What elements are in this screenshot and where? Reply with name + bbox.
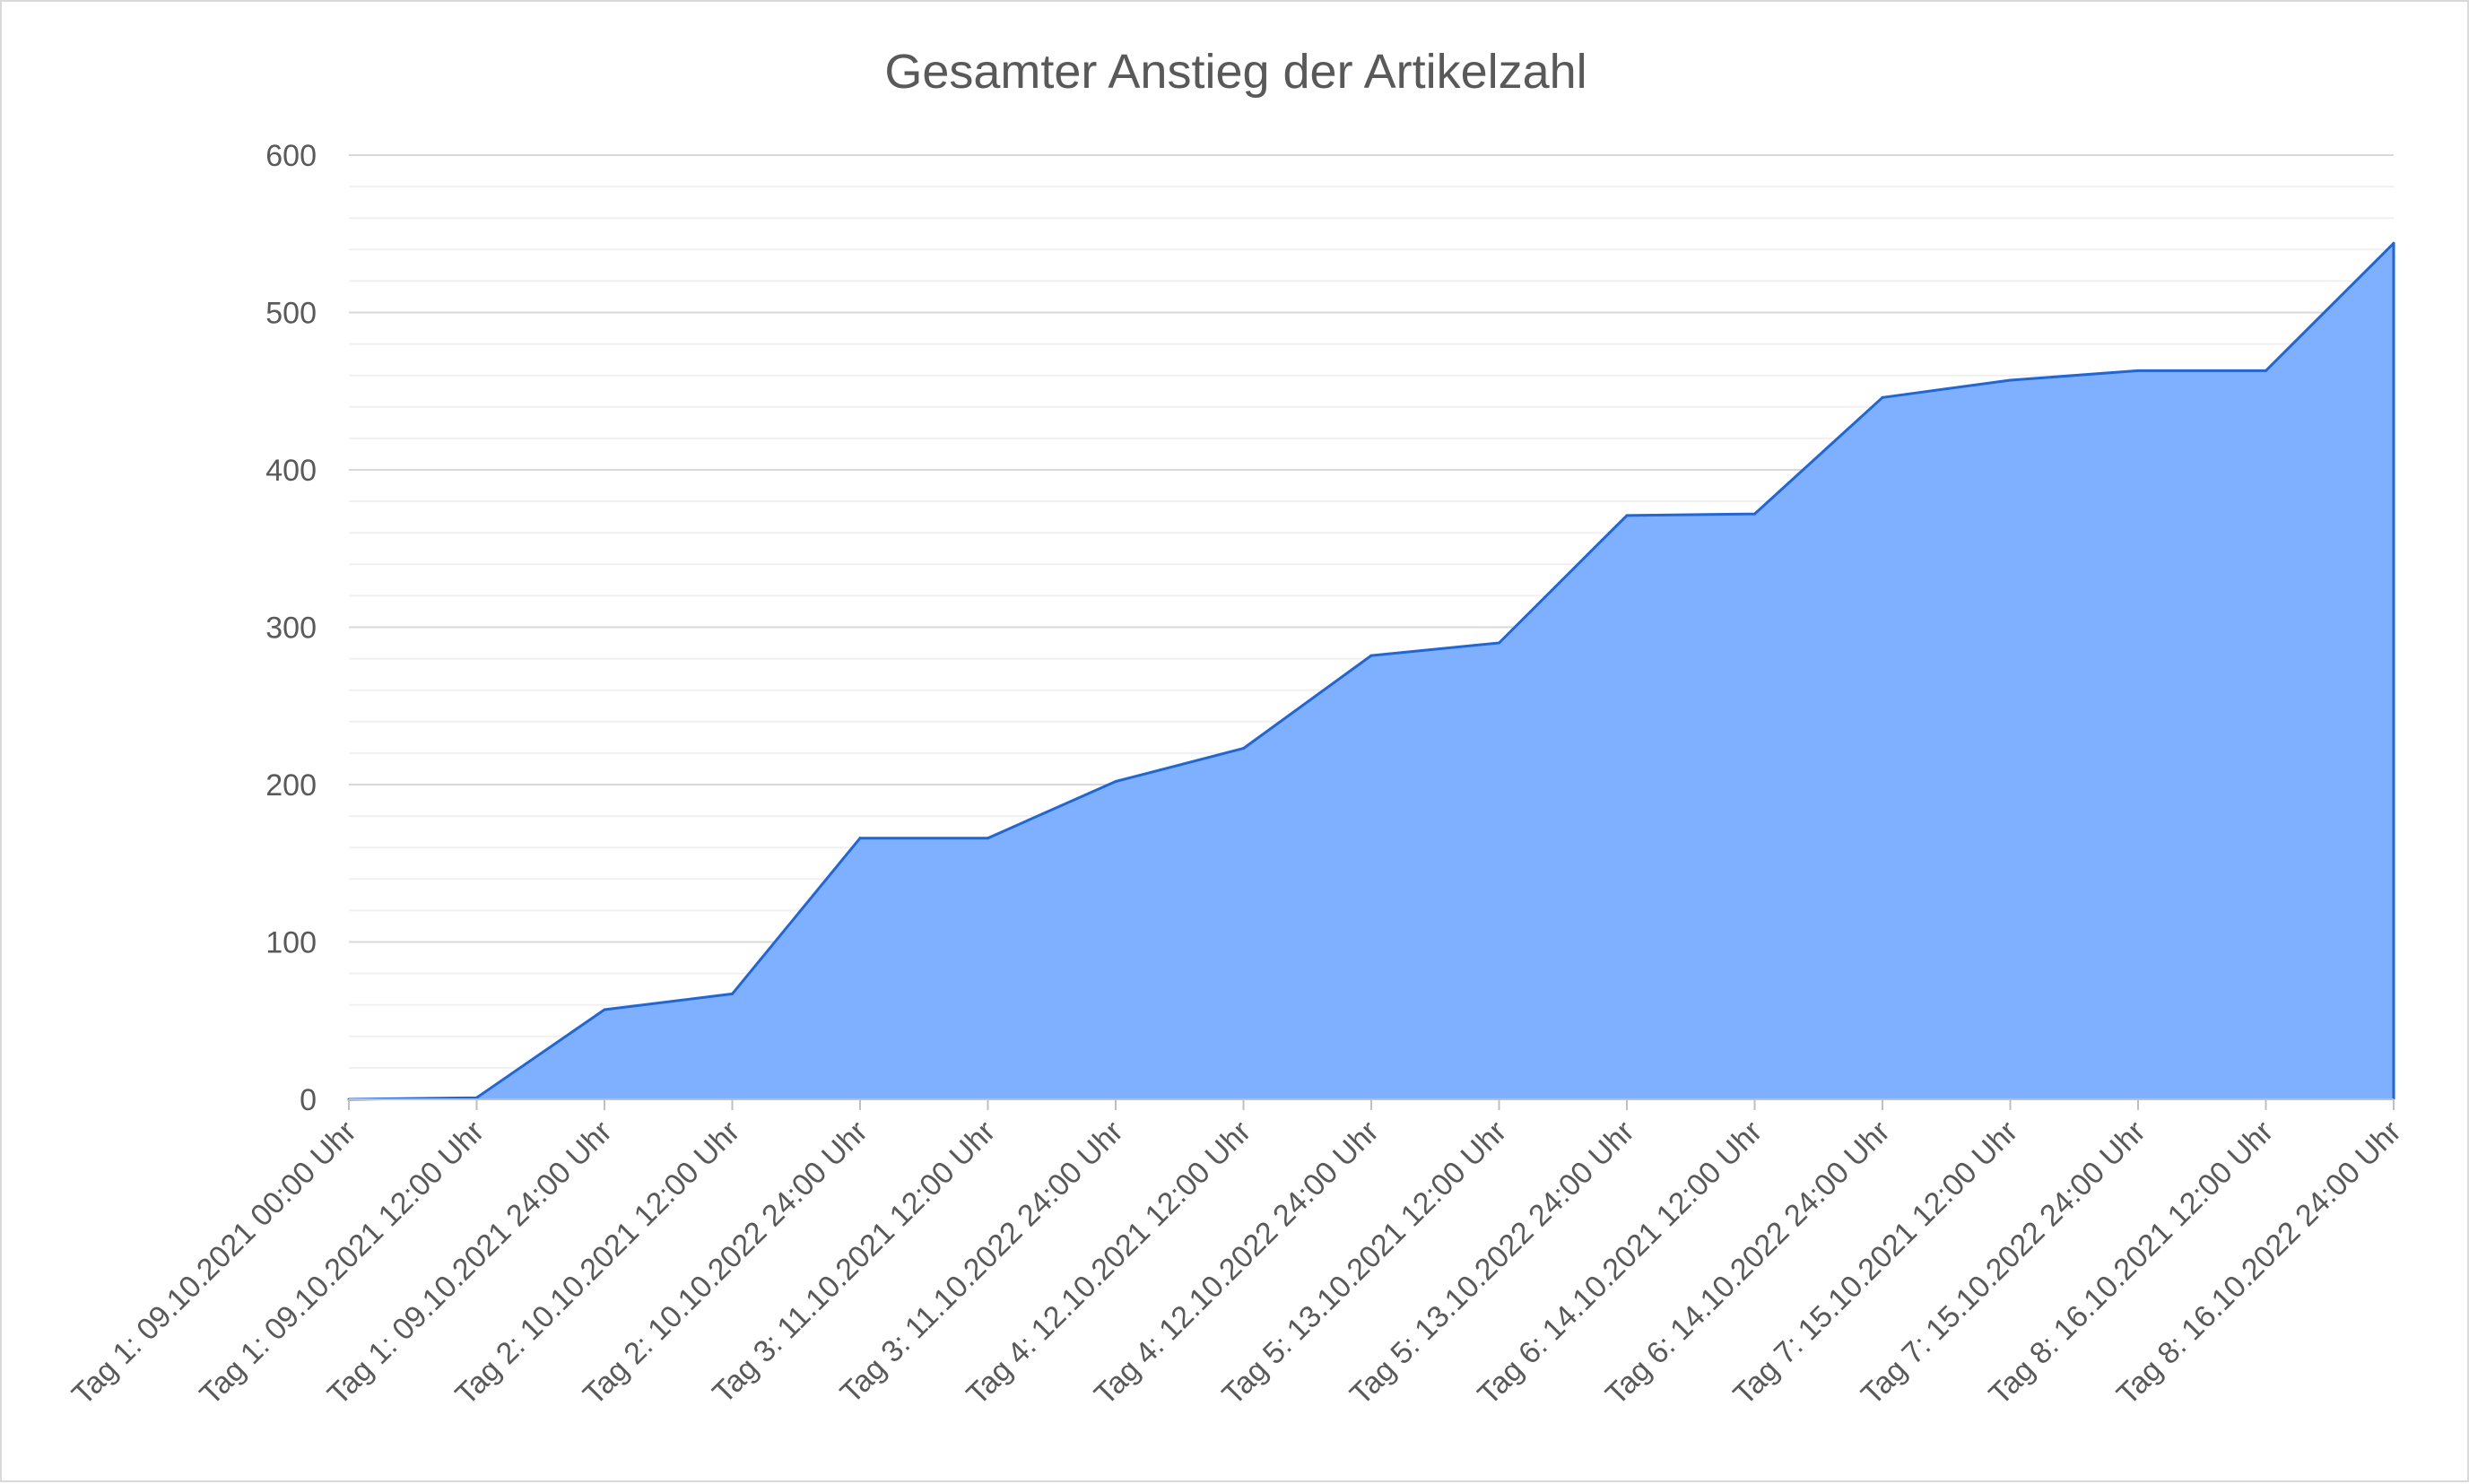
- data-point: [475, 1096, 478, 1099]
- data-point: [1625, 514, 1629, 517]
- data-point: [603, 1008, 606, 1011]
- data-point: [2392, 241, 2395, 245]
- data-point: [1369, 654, 1373, 657]
- y-axis-tick-labels: 0 100 200 300 400 500 600: [265, 139, 317, 1117]
- data-point: [1242, 747, 1245, 751]
- series-layer: [347, 241, 2395, 1101]
- y-tick-label: 100: [265, 926, 317, 960]
- y-tick-label: 300: [265, 612, 317, 646]
- chart-title: Gesamter Anstieg der Artikelzahl: [884, 45, 1587, 99]
- data-point: [2265, 369, 2267, 372]
- y-tick-label: 500: [265, 297, 317, 331]
- x-axis: [348, 1098, 2395, 1110]
- y-tick-label: 600: [265, 139, 317, 173]
- y-tick-label: 0: [300, 1083, 317, 1117]
- series-line: [348, 241, 2395, 1101]
- data-point: [1753, 512, 1756, 516]
- data-point: [1881, 395, 1884, 399]
- data-point: [2009, 378, 2012, 382]
- data-point: [1498, 641, 1500, 645]
- area-fill: [349, 243, 2394, 1099]
- y-tick-label: 200: [265, 768, 317, 803]
- data-point: [987, 837, 989, 840]
- data-point: [731, 992, 734, 995]
- y-tick-label: 400: [265, 454, 317, 488]
- data-point: [2136, 369, 2140, 372]
- data-point: [858, 837, 862, 840]
- data-point: [1114, 779, 1117, 783]
